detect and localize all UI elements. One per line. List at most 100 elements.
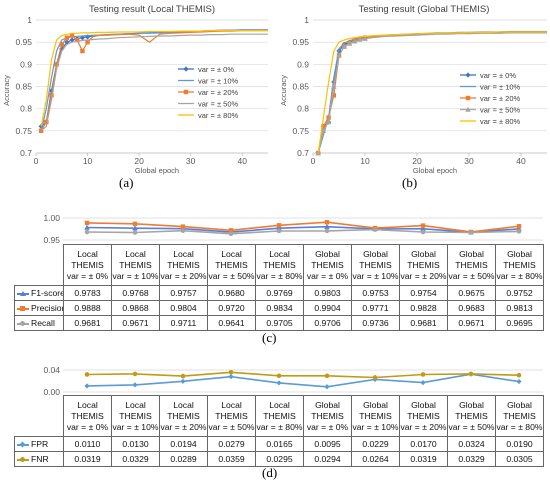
series-point-d-0 bbox=[132, 382, 138, 388]
series-point-global-3 bbox=[341, 43, 347, 49]
data-label: 0.0264 bbox=[351, 451, 400, 467]
column-header-line: THEMIS bbox=[167, 259, 200, 270]
legend-label-local-0: var = ± 0% bbox=[198, 65, 234, 74]
column-header: Local THEMIS var = ± 20% bbox=[159, 395, 208, 437]
data-label: 0.0319 bbox=[63, 451, 112, 467]
column-header: Local THEMIS var = ± 80% bbox=[255, 244, 304, 286]
row-label: Precision bbox=[14, 300, 64, 316]
legend-swatch-marker bbox=[20, 320, 25, 326]
column-header: Local THEMIS var = ± 20% bbox=[159, 244, 208, 286]
series-point-c-2 bbox=[516, 229, 522, 234]
y-tick-label-global: 1 bbox=[304, 15, 309, 25]
legend-marker-global-2 bbox=[465, 95, 471, 101]
series-point-local-0 bbox=[64, 39, 70, 45]
chart-title-global: Testing result (Global THEMIS) bbox=[359, 4, 490, 15]
data-label: 0.9753 bbox=[351, 285, 400, 301]
series-line-global-1 bbox=[317, 30, 547, 154]
y-axis-title-global: Accuracy bbox=[279, 75, 288, 106]
y-tick-label-c: 1.00 bbox=[43, 213, 60, 223]
data-label: 0.9720 bbox=[207, 300, 256, 316]
column-header-line: THEMIS bbox=[119, 410, 152, 421]
series-point-local-0 bbox=[59, 46, 65, 52]
series-point-global-2 bbox=[321, 124, 326, 129]
series-name: FNR bbox=[31, 454, 49, 464]
column-header-line: var = ± 50% bbox=[448, 421, 495, 432]
series-point-c-2 bbox=[372, 227, 378, 232]
column-header-line: var = ± 50% bbox=[208, 421, 255, 432]
legend-swatch-marker bbox=[20, 305, 25, 311]
series-point-d-1 bbox=[372, 375, 378, 380]
data-label: 0.9771 bbox=[351, 300, 400, 316]
data-label: 0.0110 bbox=[63, 436, 112, 452]
series-point-d-0 bbox=[84, 383, 90, 389]
series-point-c-1 bbox=[132, 221, 138, 227]
data-label: 0.9736 bbox=[351, 315, 400, 331]
y-tick-label-global: 0.85 bbox=[292, 82, 309, 92]
column-header-line: Global bbox=[363, 248, 388, 259]
y-tick-label-local: 0.85 bbox=[15, 82, 32, 92]
column-header-line: var = ± 80% bbox=[496, 270, 543, 281]
series-point-global-3 bbox=[351, 38, 358, 44]
column-header: Local THEMIS var = ± 0% bbox=[63, 244, 112, 286]
data-label: 0.0130 bbox=[111, 436, 160, 452]
data-label: 0.0194 bbox=[159, 436, 208, 452]
column-header-line: Global bbox=[507, 248, 532, 259]
data-label: 0.9681 bbox=[399, 315, 448, 331]
column-header-line: var = ± 20% bbox=[400, 421, 447, 432]
data-label: 0.0165 bbox=[255, 436, 304, 452]
data-label: 0.9641 bbox=[207, 315, 256, 331]
series-point-global-3 bbox=[362, 35, 368, 41]
data-label: 0.9754 bbox=[399, 285, 448, 301]
series-point-c-1 bbox=[180, 224, 186, 229]
data-label: 0.9904 bbox=[303, 300, 352, 316]
data-label: 0.9680 bbox=[207, 285, 256, 301]
series-point-global-3 bbox=[346, 40, 353, 46]
column-header-line: var = ± 80% bbox=[496, 421, 543, 432]
column-header: Local THEMIS var = ± 50% bbox=[207, 395, 256, 437]
series-point-c-1 bbox=[324, 220, 330, 225]
column-header-line: Local bbox=[173, 248, 194, 259]
legend-swatch bbox=[17, 456, 29, 463]
data-label: 0.0329 bbox=[447, 451, 496, 467]
column-header-line: Local bbox=[269, 399, 290, 410]
series-point-d-1 bbox=[468, 371, 474, 377]
x-axis-title-global: Global epoch bbox=[413, 166, 457, 175]
data-label: 0.9834 bbox=[255, 300, 304, 316]
column-header-line: Local bbox=[125, 399, 146, 410]
column-header-line: THEMIS bbox=[71, 259, 104, 270]
y-tick-label-d: 0.00 bbox=[43, 387, 60, 397]
data-label: 0.9711 bbox=[159, 315, 208, 331]
series-point-c-1 bbox=[228, 228, 234, 233]
series-point-local-2 bbox=[44, 119, 49, 125]
x-tick-label-local: 0 bbox=[34, 156, 39, 166]
series-point-local-0 bbox=[48, 88, 55, 94]
data-label: 0.9681 bbox=[63, 315, 112, 331]
y-tick-label-local: 0.8 bbox=[20, 104, 32, 114]
series-point-d-1 bbox=[84, 372, 90, 377]
column-header-line: THEMIS bbox=[359, 410, 392, 421]
series-point-local-2 bbox=[54, 62, 59, 67]
series-point-global-3 bbox=[336, 52, 342, 58]
column-header-line: THEMIS bbox=[311, 410, 344, 421]
series-line-c-0 bbox=[86, 225, 520, 234]
column-header-line: THEMIS bbox=[263, 410, 296, 421]
panel-label-c: (c) bbox=[262, 330, 277, 345]
column-header-line: var = ± 10% bbox=[352, 421, 399, 432]
data-label: 0.0279 bbox=[207, 436, 256, 452]
panel-label-b: (b) bbox=[402, 175, 418, 190]
y-tick-label-global: 0.7 bbox=[297, 148, 309, 158]
column-header-line: THEMIS bbox=[407, 410, 440, 421]
legend-swatch bbox=[17, 441, 29, 448]
series-point-local-0 bbox=[84, 34, 91, 40]
column-header-line: var = ± 20% bbox=[160, 270, 207, 281]
legend-marker-global-0 bbox=[465, 72, 471, 78]
series-point-c-2 bbox=[132, 230, 138, 235]
data-label: 0.9868 bbox=[111, 300, 160, 316]
y-tick-label-d: 0.04 bbox=[43, 365, 60, 375]
column-header-line: Global bbox=[411, 248, 436, 259]
data-label: 0.9757 bbox=[159, 285, 208, 301]
column-header-line: THEMIS bbox=[503, 259, 536, 270]
data-label: 0.9828 bbox=[399, 300, 448, 316]
series-point-d-1 bbox=[276, 373, 282, 379]
data-label: 0.9683 bbox=[447, 300, 496, 316]
